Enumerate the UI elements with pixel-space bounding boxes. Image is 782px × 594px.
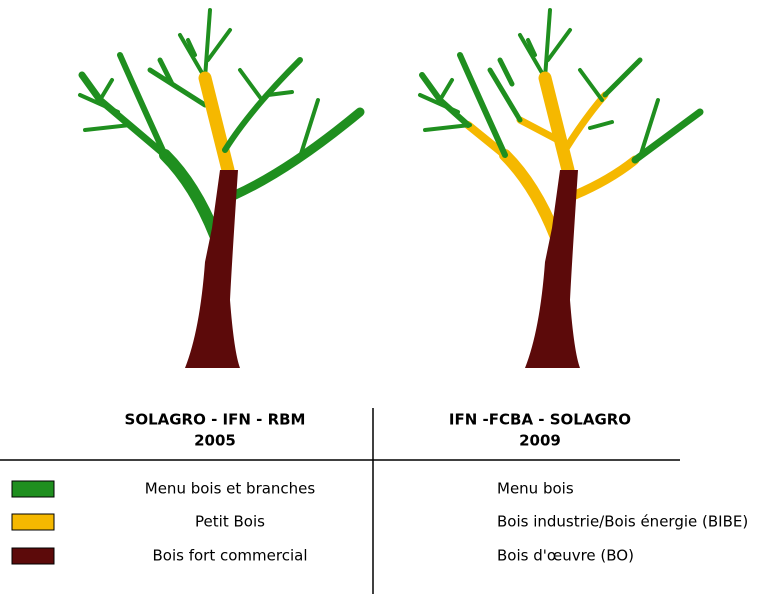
column-title: SOLAGRO - IFN - RBM bbox=[125, 411, 306, 429]
swatch bbox=[11, 547, 55, 565]
legend-label: Menu bois bbox=[497, 480, 574, 498]
column-title: IFN -FCBA - SOLAGRO bbox=[449, 411, 631, 429]
legend-label: Bois d'œuvre (BO) bbox=[497, 547, 634, 565]
legend-label: Petit Bois bbox=[195, 513, 265, 531]
column-year: 2005 bbox=[194, 432, 236, 450]
legend-label: Bois industrie/Bois énergie (BIBE) bbox=[497, 513, 748, 531]
legend-label: Menu bois et branches bbox=[145, 480, 316, 498]
legend-label: Bois fort commercial bbox=[153, 547, 308, 565]
column-year: 2009 bbox=[519, 432, 561, 450]
swatch bbox=[11, 513, 55, 531]
tree-2005 bbox=[78, 8, 365, 368]
tree-2009 bbox=[418, 8, 704, 368]
swatch bbox=[11, 480, 55, 498]
